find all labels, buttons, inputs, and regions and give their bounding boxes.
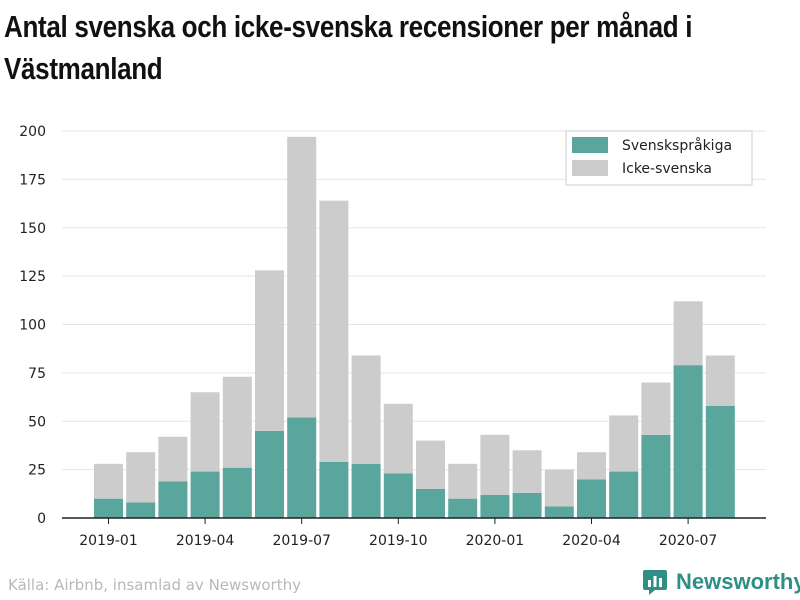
bar-swedish <box>577 479 606 518</box>
bar-non-swedish <box>705 355 735 406</box>
source-note: Källa: Airbnb, insamlad av Newsworthy <box>8 576 301 594</box>
x-tick-label: 2020-07 <box>659 533 718 549</box>
y-tick-label: 150 <box>19 221 46 237</box>
brand-name: Newsworthy <box>676 569 800 594</box>
bar-swedish <box>512 492 542 518</box>
chart-title: Antal svenska och icke-svenska recension… <box>4 6 693 90</box>
bar-non-swedish <box>448 463 478 499</box>
bar-swedish <box>544 506 574 518</box>
bar-swedish <box>319 461 349 518</box>
bar-non-swedish <box>126 452 156 503</box>
bar-non-swedish <box>512 450 542 493</box>
y-tick-label: 50 <box>28 414 46 430</box>
legend-label: Svenskspråkiga <box>622 137 732 154</box>
bar-swedish <box>255 430 284 518</box>
y-tick-label: 175 <box>19 172 46 188</box>
x-tick-label: 2019-07 <box>272 533 331 549</box>
y-tick-label: 100 <box>19 318 46 334</box>
bar-non-swedish <box>673 301 703 366</box>
bar-non-swedish <box>255 270 284 431</box>
bar-non-swedish <box>480 434 510 495</box>
bar-swedish <box>383 473 413 518</box>
bar-non-swedish <box>383 403 413 474</box>
legend-swatch <box>572 160 608 176</box>
y-tick-label: 200 <box>19 124 46 140</box>
chart-title-line-2: Västmanland <box>4 51 163 86</box>
legend: Svenskspråkiga Icke-svenska <box>565 130 753 186</box>
bar-swedish <box>351 463 381 518</box>
x-tick-label: 2019-01 <box>79 533 138 549</box>
bar-non-swedish <box>609 415 639 472</box>
x-axis-ticks: 2019-01 2019-04 2019-07 2019-10 2020-01 2020-… <box>79 518 717 549</box>
bar-swedish <box>222 467 252 518</box>
bar-chart-logo-icon <box>643 570 667 595</box>
bar-swedish <box>609 471 639 518</box>
bar-non-swedish <box>222 376 252 468</box>
y-axis-tick-labels: 0 25 50 75 100 125 150 175 200 <box>19 124 46 527</box>
bar-non-swedish <box>158 436 188 482</box>
bar-non-swedish <box>319 200 349 462</box>
bar-swedish <box>416 488 445 518</box>
bar-swedish <box>94 498 123 518</box>
bar-non-swedish <box>416 440 445 489</box>
bars <box>94 136 735 518</box>
bar-swedish <box>641 434 671 518</box>
x-tick-label: 2020-04 <box>562 533 621 549</box>
bar-swedish <box>287 417 317 518</box>
legend-label: Icke-svenska <box>622 161 712 177</box>
chart-title-line-1: Antal svenska och icke-svenska recension… <box>4 9 693 44</box>
bar-swedish <box>705 405 735 518</box>
x-tick-label: 2019-10 <box>369 533 428 549</box>
y-tick-label: 125 <box>19 269 46 285</box>
bar-swedish <box>126 502 156 518</box>
bar-non-swedish <box>94 463 123 499</box>
bar-non-swedish <box>577 452 606 480</box>
bar-non-swedish <box>351 355 381 464</box>
legend-swatch <box>572 137 608 153</box>
brand-logo: Newsworthy <box>642 566 800 598</box>
bar-swedish <box>480 494 510 518</box>
bar-swedish <box>448 498 478 518</box>
x-tick-label: 2020-01 <box>466 533 525 549</box>
bar-swedish <box>673 365 703 518</box>
x-tick-label: 2019-04 <box>176 533 235 549</box>
bar-swedish <box>190 471 220 518</box>
y-tick-label: 0 <box>37 511 46 527</box>
bar-non-swedish <box>544 469 574 507</box>
bar-non-swedish <box>641 382 671 435</box>
bar-swedish <box>158 481 188 518</box>
y-tick-label: 75 <box>28 366 46 382</box>
y-tick-label: 25 <box>28 463 46 479</box>
bar-non-swedish <box>287 136 317 418</box>
bar-non-swedish <box>190 392 220 472</box>
